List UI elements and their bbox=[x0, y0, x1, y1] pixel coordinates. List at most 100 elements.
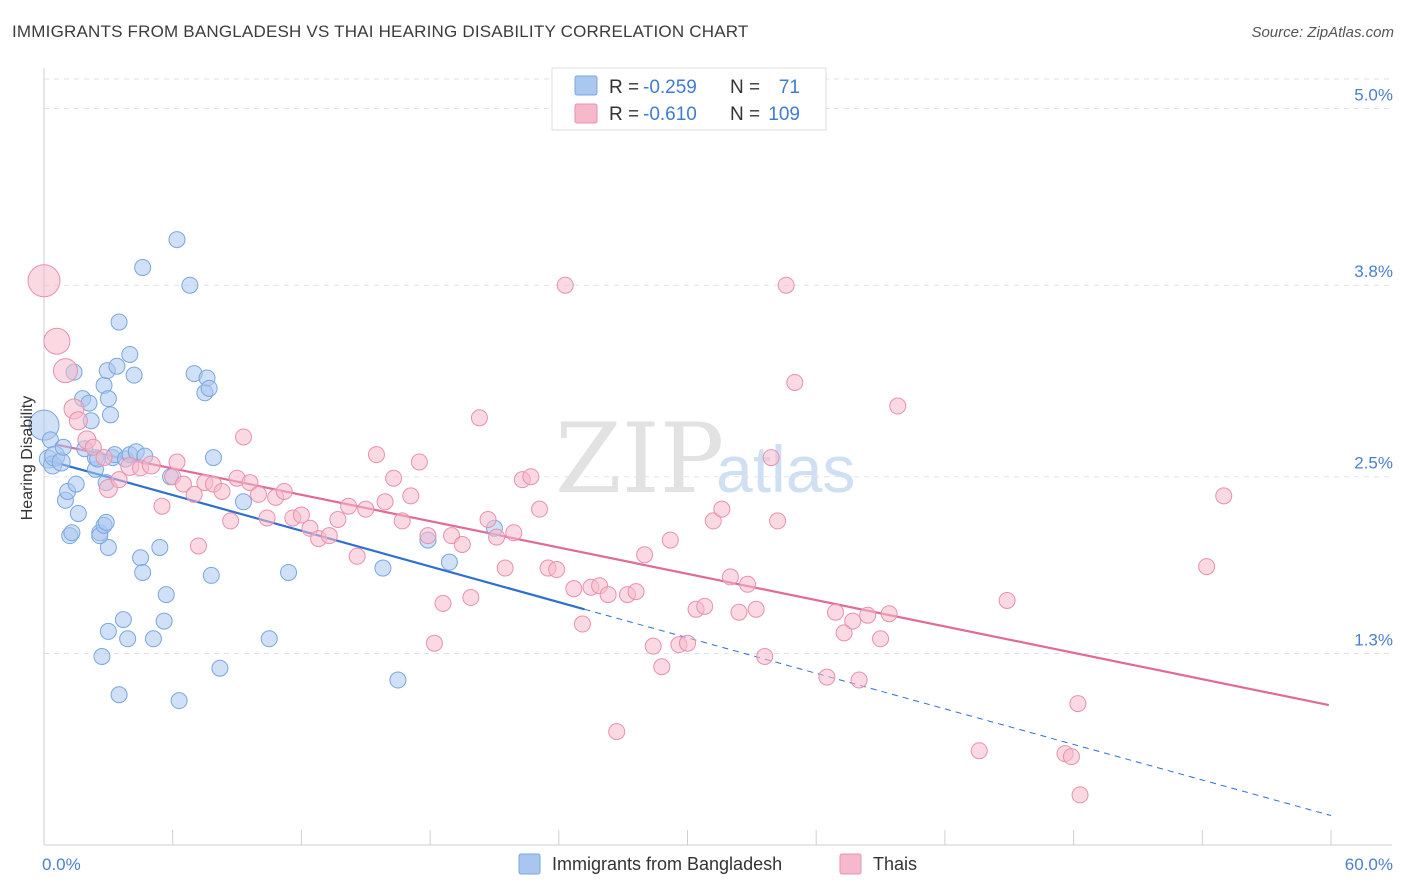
source-note: Source: ZipAtlas.com bbox=[1251, 24, 1394, 41]
legend-r-value-2: -0.610 bbox=[643, 104, 697, 125]
series-thais bbox=[27, 264, 1233, 804]
data-point bbox=[99, 538, 117, 556]
data-point bbox=[410, 453, 428, 471]
legend-n-value-2: 109 bbox=[768, 104, 800, 125]
legend-r-label-2: R = bbox=[609, 104, 639, 125]
y-tick-label: 3.8% bbox=[1354, 262, 1393, 281]
data-point bbox=[872, 630, 890, 648]
data-point bbox=[260, 630, 278, 648]
data-point bbox=[970, 742, 988, 760]
data-point bbox=[434, 594, 452, 612]
data-point bbox=[51, 452, 71, 472]
data-point bbox=[1071, 786, 1089, 804]
data-point bbox=[488, 528, 506, 546]
data-point bbox=[348, 547, 366, 565]
bottom-legend: Immigrants from Bangladesh Thais bbox=[518, 853, 917, 875]
data-point bbox=[275, 482, 293, 500]
data-point bbox=[1062, 748, 1080, 766]
data-point bbox=[827, 603, 845, 621]
data-point bbox=[505, 524, 523, 542]
data-point bbox=[121, 345, 139, 363]
data-point bbox=[241, 474, 259, 492]
data-point bbox=[1198, 558, 1216, 576]
data-point bbox=[713, 500, 731, 518]
bottom-legend-label-thais: Thais bbox=[873, 854, 917, 874]
watermark-atlas: atlas bbox=[716, 432, 855, 506]
axis-ticks bbox=[43, 830, 1332, 845]
data-point bbox=[850, 671, 868, 689]
legend-n-label-2: N = bbox=[730, 104, 760, 125]
data-point bbox=[134, 259, 152, 277]
data-point bbox=[548, 561, 566, 579]
gridlines bbox=[44, 78, 1392, 654]
data-point bbox=[859, 606, 877, 624]
data-point bbox=[151, 538, 169, 556]
data-point bbox=[67, 475, 85, 493]
data-point bbox=[202, 566, 220, 584]
data-point bbox=[747, 600, 765, 618]
data-point bbox=[125, 366, 143, 384]
data-point bbox=[402, 487, 420, 505]
data-point bbox=[762, 449, 780, 467]
data-point bbox=[213, 482, 231, 500]
x-tick-label-min: 0.0% bbox=[42, 855, 81, 874]
data-point bbox=[153, 497, 171, 515]
bottom-legend-label-bangladesh: Immigrants from Bangladesh bbox=[552, 854, 782, 874]
data-point bbox=[653, 658, 671, 676]
data-point bbox=[367, 446, 385, 464]
data-point bbox=[756, 647, 774, 665]
data-point bbox=[258, 509, 276, 527]
legend-box bbox=[551, 67, 827, 131]
data-point bbox=[63, 524, 81, 542]
legend-swatch-thais bbox=[574, 103, 598, 124]
trend-extension-bangladesh bbox=[584, 608, 1332, 817]
data-point bbox=[393, 512, 411, 530]
data-point bbox=[818, 668, 836, 686]
data-point bbox=[530, 500, 548, 518]
data-point bbox=[185, 485, 203, 503]
data-point bbox=[204, 449, 222, 467]
data-point bbox=[119, 630, 137, 648]
data-point bbox=[181, 276, 199, 294]
data-point bbox=[739, 575, 757, 593]
data-point bbox=[97, 513, 115, 531]
y-tick-label: 1.3% bbox=[1354, 631, 1393, 650]
data-point bbox=[573, 615, 591, 633]
legend-swatch-bangladesh bbox=[574, 75, 598, 96]
data-point bbox=[320, 527, 338, 545]
data-point bbox=[141, 455, 161, 475]
data-point bbox=[1069, 695, 1087, 713]
data-point bbox=[234, 428, 252, 446]
legend-r-value-1: -0.259 bbox=[643, 77, 697, 98]
data-point bbox=[168, 453, 186, 471]
data-point bbox=[222, 512, 240, 530]
data-point bbox=[419, 527, 437, 545]
data-point bbox=[479, 510, 497, 528]
data-point bbox=[250, 485, 267, 503]
data-point bbox=[627, 583, 645, 601]
data-point bbox=[101, 406, 119, 424]
data-point bbox=[110, 686, 128, 704]
data-point bbox=[93, 647, 111, 665]
data-point bbox=[777, 276, 795, 294]
data-point bbox=[661, 531, 679, 549]
data-point bbox=[110, 313, 128, 331]
bottom-legend-swatch-thais bbox=[839, 853, 862, 875]
data-point bbox=[721, 568, 739, 586]
y-tick-label: 5.0% bbox=[1354, 85, 1393, 104]
data-point bbox=[565, 580, 583, 598]
data-point bbox=[453, 535, 471, 553]
data-point bbox=[599, 586, 617, 604]
chart-title: IMMIGRANTS FROM BANGLADESH VS THAI HEARI… bbox=[12, 22, 749, 41]
data-point bbox=[43, 327, 71, 355]
data-point bbox=[1215, 487, 1233, 505]
data-point bbox=[157, 586, 175, 604]
data-point bbox=[462, 589, 480, 607]
data-point bbox=[496, 559, 514, 577]
data-point bbox=[644, 637, 662, 655]
data-point bbox=[134, 563, 152, 581]
data-point bbox=[68, 411, 88, 431]
data-point bbox=[389, 671, 407, 689]
data-point bbox=[84, 438, 102, 456]
